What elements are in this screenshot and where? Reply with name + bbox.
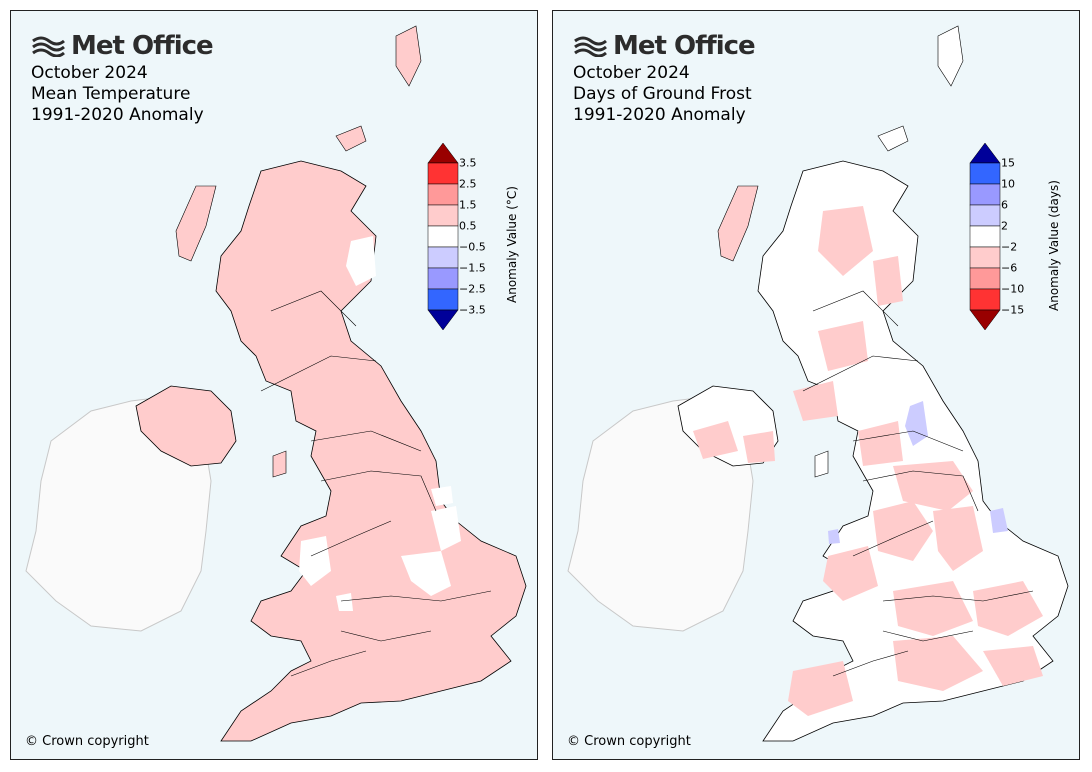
title-line-variable: Days of Ground Frost (573, 84, 752, 104)
colorbar-tick: −15 (1001, 303, 1025, 317)
colorbar-tick: 2 (1001, 219, 1008, 233)
great-britain-region (215, 160, 527, 742)
title-line-date: October 2024 (31, 63, 148, 83)
colorbar-swatch (969, 225, 1001, 248)
brand-name: Met Office (613, 31, 756, 61)
map-panel-mean-temperature: Met Office October 2024 Mean Temperature… (10, 10, 538, 760)
colorbar-bottom-arrow (969, 309, 1001, 331)
title-line-baseline: 1991-2020 Anomaly (573, 105, 746, 125)
map-title: October 2024 Days of Ground Frost 1991-2… (573, 63, 752, 126)
colorbar-swatch (969, 288, 1001, 311)
neutral-patch-east-midlands (401, 551, 451, 596)
colorbar-tick: −10 (1001, 282, 1025, 296)
met-office-logo: Met Office (573, 31, 756, 61)
colorbar-tick: 3.5 (459, 156, 477, 170)
met-office-swirl-icon (32, 36, 65, 57)
northern-ireland-region (135, 385, 237, 467)
isle-of-man (272, 450, 287, 478)
frost-patch (818, 321, 868, 371)
colorbar-swatch (427, 162, 459, 185)
frost-surplus-patch (990, 508, 1008, 533)
uk-map-ground-frost (567, 25, 1069, 742)
colorbar-swatch (969, 267, 1001, 290)
colorbar-swatch (427, 225, 459, 248)
colorbar-swatch (427, 246, 459, 269)
frost-patch (893, 636, 983, 691)
shetland-islands (395, 25, 422, 87)
met-office-logo: Met Office (31, 31, 214, 61)
colorbar-tick: 6 (1001, 198, 1008, 212)
map-title: October 2024 Mean Temperature 1991-2020 … (31, 63, 204, 126)
colorbar-swatch (969, 246, 1001, 269)
colorbar-tick: −2 (1001, 240, 1018, 254)
colorbar-tick: 2.5 (459, 177, 477, 191)
colorbar-tick: 1.5 (459, 198, 477, 212)
frost-patch (983, 646, 1043, 686)
met-office-swirl-icon (574, 36, 607, 57)
title-line-date: October 2024 (573, 63, 690, 83)
brand-name: Met Office (71, 31, 214, 61)
frost-patch (818, 206, 873, 276)
region-borders (260, 290, 492, 677)
colorbar-tick: 0.5 (459, 219, 477, 233)
frost-patch (973, 581, 1043, 636)
frost-patch (823, 546, 878, 601)
colorbar-top-arrow (427, 142, 459, 164)
neutral-patch-aberdeenshire (346, 236, 376, 286)
colorbar-bottom-arrow (427, 309, 459, 331)
colorbar-swatch (969, 162, 1001, 185)
frost-patch (743, 431, 775, 463)
neutral-patch-humber (431, 486, 453, 506)
colorbar-tick: −3.5 (459, 303, 486, 317)
frost-patch (933, 506, 983, 571)
frost-surplus-patch (828, 529, 840, 544)
colorbar-swatches (427, 142, 459, 331)
colorbar-tick: −1.5 (459, 261, 486, 275)
neutral-patch-lincolnshire (431, 506, 461, 551)
orkney-islands (335, 125, 367, 152)
colorbar-swatch (427, 288, 459, 311)
neutral-patch-wales (299, 536, 331, 586)
frost-patch (893, 581, 973, 636)
region-borders (802, 290, 1034, 677)
orkney-islands (877, 125, 909, 152)
copyright-notice: © Crown copyright (25, 734, 149, 749)
colorbar-swatch (969, 183, 1001, 206)
colorbar-label: Anomaly Value (days) (1047, 180, 1061, 311)
map-panel-ground-frost: Met Office October 2024 Days of Ground F… (552, 10, 1080, 760)
copyright-notice: © Crown copyright (567, 734, 691, 749)
colorbar-swatch (427, 183, 459, 206)
colorbar-tick: −6 (1001, 261, 1018, 275)
frost-deficit-patches (693, 206, 1043, 716)
title-line-variable: Mean Temperature (31, 84, 191, 104)
frost-patch (858, 421, 903, 466)
colorbar-top-arrow (969, 142, 1001, 164)
colorbar-swatch (427, 267, 459, 290)
colorbar-temperature: 3.5 2.5 1.5 0.5 −0.5 −1.5 −2.5 −3.5 Anom… (427, 142, 537, 333)
frost-patch (873, 256, 903, 306)
colorbar-swatch (969, 204, 1001, 227)
frost-patch (893, 461, 973, 511)
isle-of-man (814, 450, 829, 478)
frost-patch (693, 421, 738, 459)
colorbar-swatches (969, 142, 1001, 331)
colorbar-tick: −2.5 (459, 282, 486, 296)
title-line-baseline: 1991-2020 Anomaly (31, 105, 204, 125)
colorbar-ground-frost: 15 10 6 2 −2 −6 −10 −15 Anomaly Value (d… (969, 142, 1079, 333)
neutral-patch-southwest (336, 593, 353, 611)
hebrides-islands (717, 185, 759, 262)
colorbar-tick: 10 (1001, 177, 1015, 191)
colorbar-label: Anomaly Value (°C) (505, 186, 519, 303)
frost-patch (793, 381, 838, 421)
colorbar-swatch (427, 204, 459, 227)
colorbar-tick: 15 (1001, 156, 1015, 170)
shetland-islands (937, 25, 964, 87)
colorbar-tick: −0.5 (459, 240, 486, 254)
hebrides-islands (175, 185, 217, 262)
uk-map-temperature (25, 25, 527, 742)
frost-patch (873, 501, 933, 561)
